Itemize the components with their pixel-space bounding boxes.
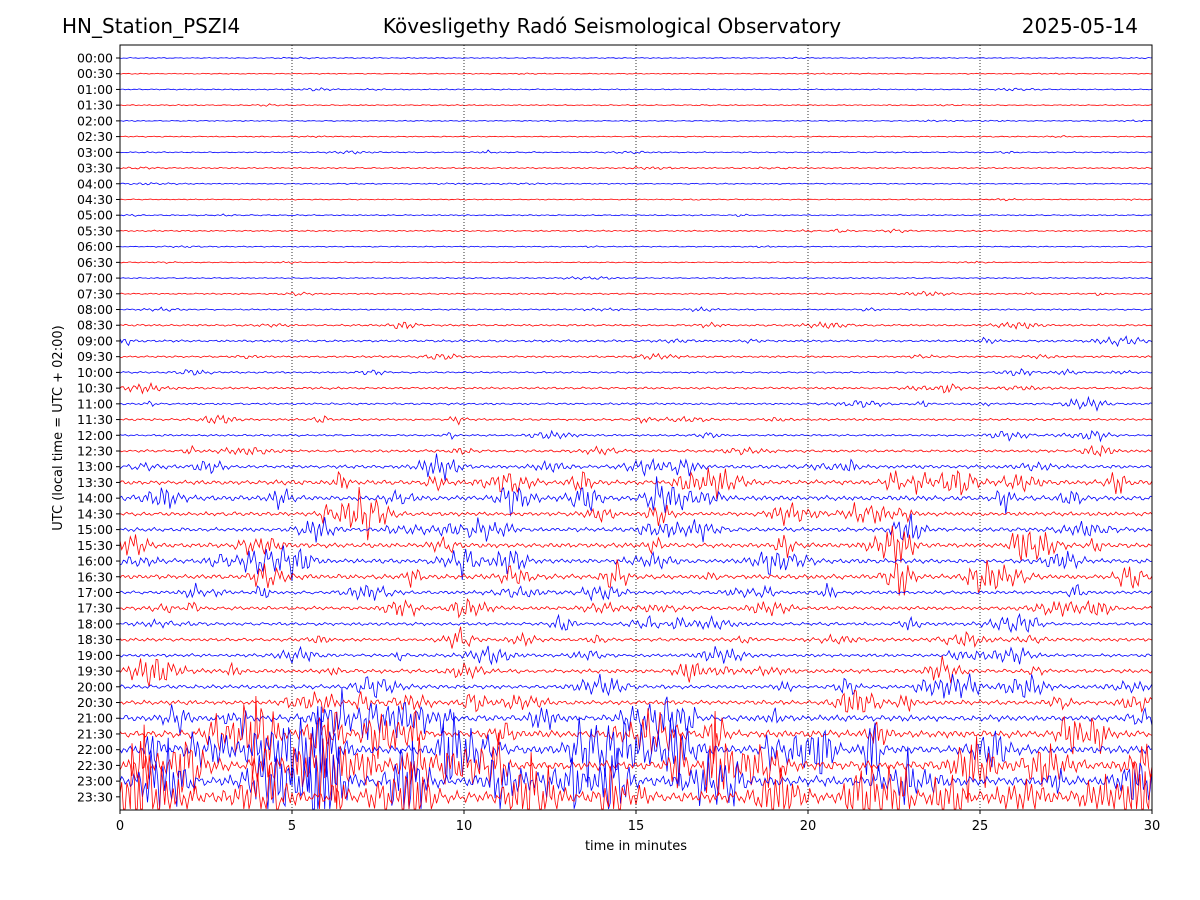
- y-tick-label: 16:30: [77, 569, 113, 584]
- y-tick-label: 07:30: [77, 286, 113, 301]
- x-tick-label: 10: [456, 819, 473, 834]
- station-title: HN_Station_PSZI4: [62, 14, 241, 38]
- trace-1130: [119, 414, 1153, 426]
- y-tick-label: 11:00: [77, 396, 113, 411]
- y-tick-label: 07:00: [77, 271, 113, 286]
- y-tick-label: 09:30: [77, 349, 113, 364]
- x-tick-label: 5: [288, 819, 296, 834]
- y-tick-label: 03:00: [77, 145, 113, 160]
- y-tick-label: 10:30: [77, 381, 113, 396]
- y-tick-label: 20:00: [77, 679, 113, 694]
- trace-0830: [119, 321, 1153, 330]
- trace-1730: [119, 597, 1153, 619]
- trace-0900: [119, 335, 1153, 348]
- y-tick-label: 13:00: [77, 459, 113, 474]
- y-tick-label: 12:30: [77, 444, 113, 459]
- y-tick-label: 06:00: [77, 239, 113, 254]
- y-tick-label: 18:30: [77, 632, 113, 647]
- y-tick-label: 18:00: [77, 616, 113, 631]
- trace-0500: [119, 213, 1153, 217]
- y-tick-label: 21:30: [77, 726, 113, 741]
- y-tick-label: 05:30: [77, 223, 113, 238]
- y-tick-label: 08:30: [77, 318, 113, 333]
- y-tick-label: 04:00: [77, 176, 113, 191]
- y-tick-label: 14:00: [77, 491, 113, 506]
- trace-0730: [119, 290, 1153, 297]
- y-tick-label: 02:00: [77, 113, 113, 128]
- trace-0630: [119, 260, 1153, 264]
- x-tick-label: 30: [1144, 819, 1161, 834]
- y-tick-label: 16:00: [77, 554, 113, 569]
- y-tick-label: 14:30: [77, 506, 113, 521]
- y-tick-label: 09:00: [77, 333, 113, 348]
- y-tick-label: 22:00: [77, 742, 113, 757]
- trace-2000: [119, 673, 1153, 699]
- grid-group: [291, 45, 981, 810]
- y-tick-label: 10:00: [77, 365, 113, 380]
- y-tick-label: 20:30: [77, 695, 113, 710]
- y-tick-label: 08:00: [77, 302, 113, 317]
- y-tick-label: 05:00: [77, 208, 113, 223]
- trace-1300: [119, 453, 1153, 481]
- y-tick-label: 02:30: [77, 129, 113, 144]
- trace-0430: [119, 198, 1153, 202]
- x-axis-label: time in minutes: [585, 839, 687, 854]
- y-tick-label: 13:30: [77, 475, 113, 490]
- y-tick-label: 22:30: [77, 758, 113, 773]
- y-tick-label: 01:30: [77, 98, 113, 113]
- y-tick-label: 06:30: [77, 255, 113, 270]
- y-tick-label: 12:00: [77, 428, 113, 443]
- x-tick-label: 20: [800, 819, 817, 834]
- y-tick-label: 19:00: [77, 648, 113, 663]
- trace-0100: [119, 87, 1153, 92]
- observatory-title: Kövesligethy Radó Seismological Observat…: [382, 14, 842, 38]
- y-axis-ticks: 00:0000:3001:0001:3002:0002:3003:0003:30…: [77, 51, 120, 804]
- trace-0700: [119, 276, 1153, 281]
- y-tick-label: 00:00: [77, 51, 113, 66]
- y-tick-label: 17:00: [77, 585, 113, 600]
- y-tick-label: 23:30: [77, 789, 113, 804]
- y-tick-label: 15:00: [77, 522, 113, 537]
- y-tick-label: 01:00: [77, 82, 113, 97]
- y-tick-label: 11:30: [77, 412, 113, 427]
- x-tick-label: 0: [116, 819, 124, 834]
- y-tick-label: 19:30: [77, 664, 113, 679]
- y-tick-label: 00:30: [77, 66, 113, 81]
- y-tick-label: 23:00: [77, 774, 113, 789]
- y-tick-label: 15:30: [77, 538, 113, 553]
- y-tick-label: 04:30: [77, 192, 113, 207]
- trace-2030: [119, 689, 1153, 714]
- x-axis-ticks: 0 5 10 15 20 25 30: [116, 810, 1160, 834]
- trace-0030: [120, 72, 1153, 75]
- trace-0530: [120, 228, 1153, 234]
- date-title: 2025-05-14: [1021, 14, 1138, 38]
- y-tick-label: 21:00: [77, 711, 113, 726]
- trace-0230: [119, 135, 1153, 138]
- trace-1630: [119, 559, 1153, 596]
- y-tick-label: 17:30: [77, 601, 113, 616]
- trace-1800: [119, 612, 1153, 634]
- y-axis-label: UTC (local time = UTC + 02:00): [51, 325, 66, 530]
- trace-0300: [119, 149, 1152, 155]
- y-tick-label: 03:30: [77, 161, 113, 176]
- x-tick-label: 15: [628, 819, 645, 834]
- x-tick-label: 25: [972, 819, 989, 834]
